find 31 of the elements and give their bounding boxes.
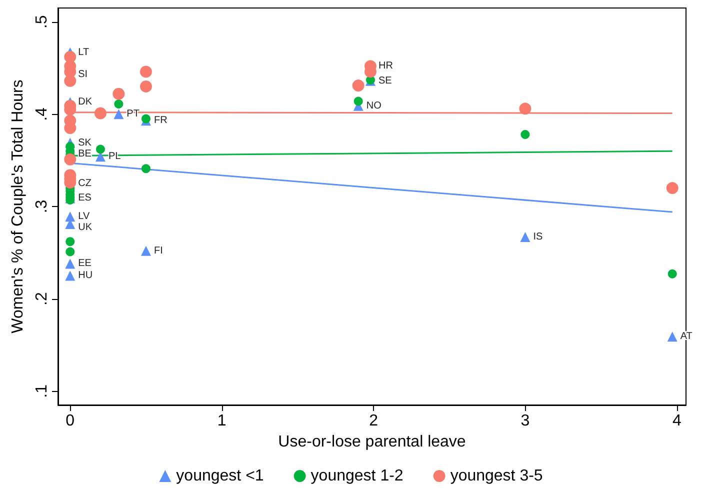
x-tick-label: 4	[672, 412, 682, 430]
legend-label: youngest <1	[176, 468, 264, 484]
y-tick-label: .3	[34, 200, 50, 214]
y-tick-label: .1	[34, 384, 50, 398]
y-axis-title: Women's % of Couple's Total Hours	[10, 80, 27, 334]
annotation: HR	[378, 60, 393, 72]
x-tick-label: 0	[66, 412, 75, 430]
x-axis-title: Use-or-lose parental leave	[278, 433, 466, 450]
annotation: HU	[78, 270, 93, 282]
y-tick-label: .4	[34, 107, 50, 121]
annotation: CZ	[78, 178, 92, 189]
annotation: EE	[78, 258, 92, 270]
y-tick-label: .2	[34, 292, 50, 306]
annotation: IS	[533, 231, 543, 242]
legend-label: youngest 3-5	[450, 468, 543, 484]
annotation: SI	[78, 68, 88, 80]
annotation: ES	[78, 192, 92, 204]
annotation: LT	[78, 46, 90, 58]
annotation: FI	[154, 245, 163, 256]
annotation: UK	[78, 222, 92, 234]
annotation: SE	[378, 75, 392, 86]
annotation: DK	[78, 96, 92, 108]
y-tick-label: .5	[34, 15, 50, 29]
annotation: SK	[78, 137, 92, 148]
annotation: FR	[154, 115, 168, 126]
annotation: NO	[366, 100, 382, 112]
x-tick-label: 3	[520, 412, 530, 430]
annotation: LV	[78, 211, 90, 222]
x-tick-label: 1	[217, 412, 226, 430]
x-tick-label: 2	[369, 412, 378, 430]
legend-label: youngest 1-2	[310, 468, 404, 484]
